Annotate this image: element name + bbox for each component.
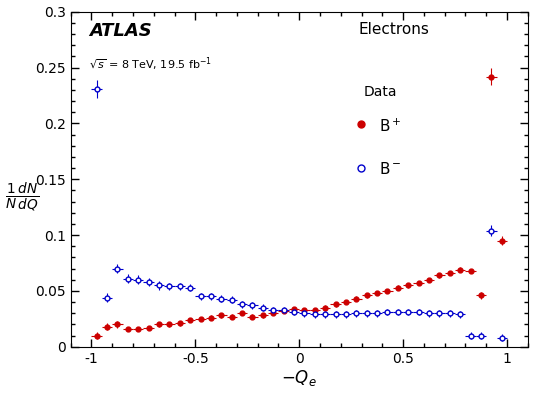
Text: B$^-$: B$^-$ <box>379 161 401 177</box>
Text: Data: Data <box>363 85 397 100</box>
X-axis label: $-Q_e$: $-Q_e$ <box>281 368 317 388</box>
Text: $\sqrt{s}$ = 8 TeV, 19.5 fb$^{-1}$: $\sqrt{s}$ = 8 TeV, 19.5 fb$^{-1}$ <box>89 55 212 73</box>
Text: $\frac{1}{N}\frac{dN}{dQ}$: $\frac{1}{N}\frac{dN}{dQ}$ <box>5 180 40 214</box>
Text: ATLAS: ATLAS <box>89 22 152 40</box>
Text: B$^+$: B$^+$ <box>379 117 401 135</box>
Text: Electrons: Electrons <box>358 22 429 37</box>
